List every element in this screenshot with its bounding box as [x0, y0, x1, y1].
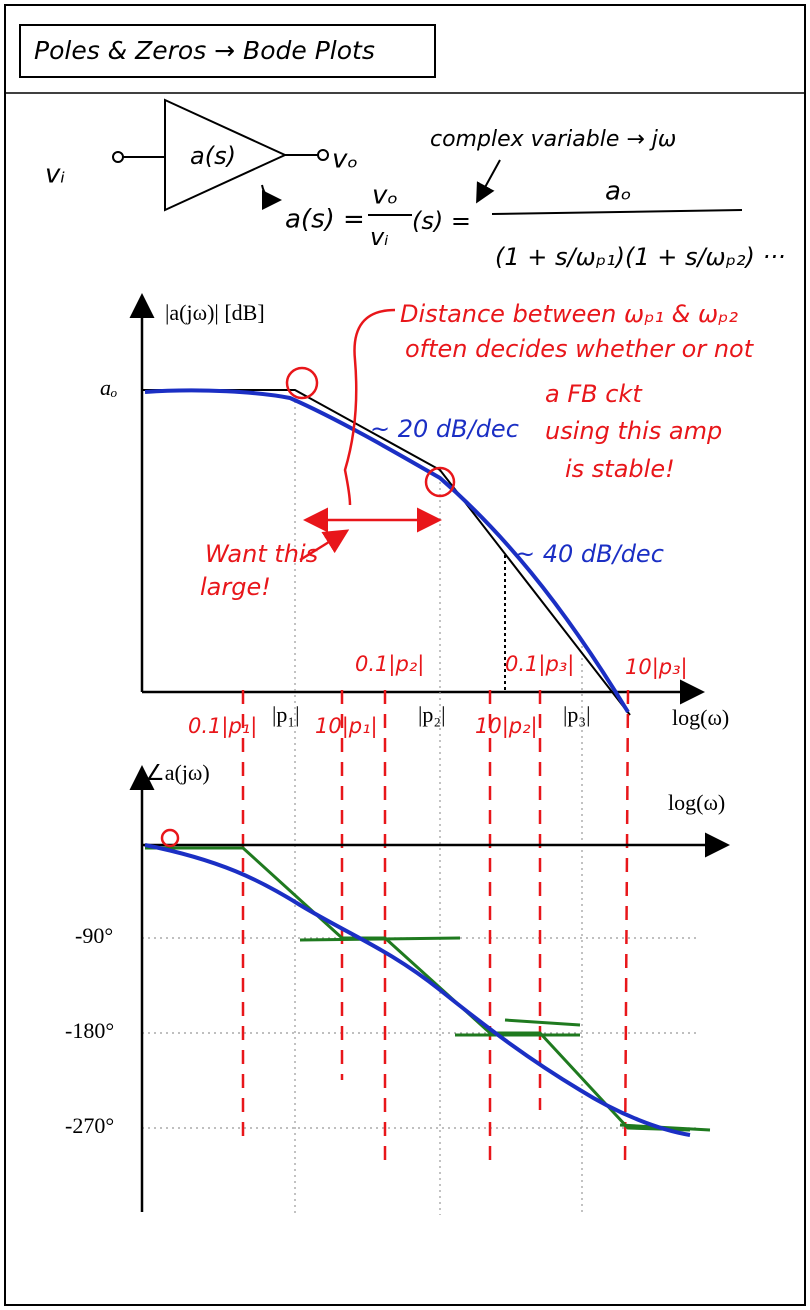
title-box	[19, 24, 436, 78]
decade-line	[623, 689, 630, 1166]
decade-label: 0.1|p₃|	[505, 652, 574, 677]
note-line-2: often decides whether or not	[405, 335, 755, 363]
slope-40: ~ 40 dB/dec	[515, 540, 664, 568]
mag-curve	[144, 388, 630, 714]
red-bracket	[343, 308, 396, 506]
output-node	[317, 149, 329, 161]
mag-y-label: |a(jω)| [dB]	[165, 300, 265, 325]
note-arrow	[476, 159, 501, 204]
p2-circle	[424, 466, 456, 498]
decade-label: 0.1|p₂|	[355, 652, 424, 677]
dc-gain: aₒ	[100, 375, 117, 400]
note-line-3: a FB ckt	[545, 380, 643, 408]
decade-label: 10|p₁|	[315, 714, 378, 739]
want-line-1: Want this	[205, 540, 318, 568]
want-arrow	[299, 529, 350, 562]
amp-label: a(s)	[190, 142, 236, 170]
amp-triangle	[164, 98, 288, 212]
phase-curve	[144, 843, 691, 1137]
eq-num: vₒ	[372, 181, 398, 211]
decade-label: 0.1|p₁|	[188, 714, 257, 739]
phase-green-marks	[299, 936, 711, 1132]
eq-top: aₒ	[605, 177, 632, 207]
p2-label: |p₂|	[418, 702, 445, 727]
eq-den: vᵢ	[370, 223, 389, 251]
amp-arrow	[261, 184, 282, 210]
eq-rhs: (s) =	[412, 207, 471, 235]
phase-level: -180°	[65, 1018, 114, 1043]
eq-bar-2	[491, 209, 743, 215]
eq-lhs: a(s) =	[285, 205, 365, 235]
input-node	[112, 151, 124, 163]
decade-label: 10|p₃|	[625, 655, 688, 680]
title: Poles & Zeros → Bode Plots	[34, 36, 375, 65]
complex-note: complex variable → jω	[430, 127, 676, 152]
want-line-2: large!	[200, 573, 271, 601]
p1-circle	[285, 366, 319, 400]
p1-label: |p₁|	[272, 702, 299, 727]
decade-label: 10|p₂|	[475, 714, 538, 739]
output-label: vₒ	[332, 145, 358, 175]
phase-start-circle	[160, 828, 180, 848]
input-label: vᵢ	[45, 160, 65, 190]
slope-20: ~ 20 dB/dec	[370, 415, 519, 443]
note-line-5: is stable!	[565, 455, 675, 483]
page-border	[4, 4, 806, 1306]
note-line-1: Distance between ωₚ₁ & ωₚ₂	[400, 300, 738, 328]
phase-level: -270°	[65, 1113, 114, 1138]
p3-label: |p₃|	[563, 702, 590, 727]
phase-x-label: log(ω)	[668, 790, 725, 815]
note-line-4: using this amp	[545, 417, 722, 445]
phase-asymptote	[145, 846, 691, 1132]
phase-level: -90°	[75, 923, 113, 948]
mag-x-label: log(ω)	[672, 705, 729, 730]
eq-bottom: (1 + s/ωₚ₁)(1 + s/ωₚ₂) ···	[495, 243, 785, 271]
phase-y-label: ∠a(jω)	[145, 760, 210, 785]
